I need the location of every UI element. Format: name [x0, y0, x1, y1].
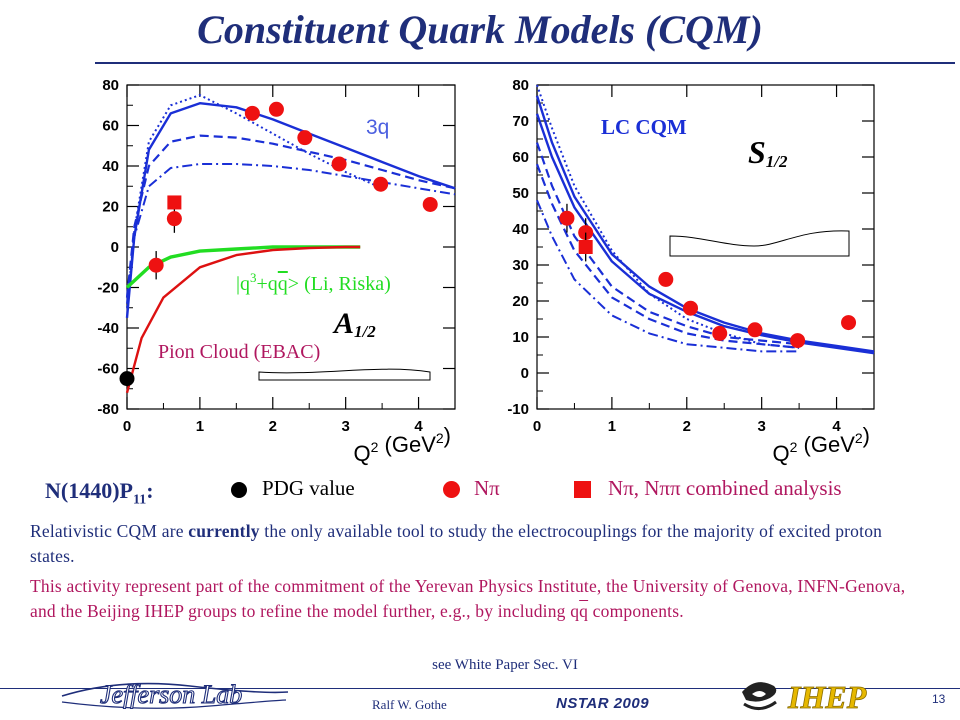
footer-divider — [0, 688, 960, 689]
x-tick-label: 4 — [832, 418, 841, 435]
legend-combined: Nπ, Nππ combined analysis — [608, 476, 842, 500]
y-tick-label: 0 — [521, 365, 529, 382]
y-tick-label: 20 — [102, 199, 119, 216]
y-tick-label: 40 — [102, 158, 119, 175]
legend-npi: Nπ — [474, 476, 500, 500]
data-point-npi — [268, 101, 284, 117]
data-point-npi — [297, 130, 313, 146]
y-tick-label: -20 — [97, 280, 119, 297]
y-tick-label: 80 — [512, 77, 529, 94]
x-tick-label: 2 — [269, 418, 277, 435]
y-tick-label: 70 — [512, 113, 529, 130]
data-point-npi — [712, 325, 728, 341]
data-point-npi — [559, 210, 575, 226]
y-tick-label: 0 — [111, 239, 119, 256]
title-divider — [95, 62, 955, 64]
x-axis-title: Q2 (GeV2) — [772, 423, 870, 466]
x-tick-label: 0 — [533, 418, 541, 435]
annotation-li-riska: |q3+qq> (Li, Riska) — [236, 270, 391, 295]
legend-frame-decoration — [669, 230, 850, 257]
model-curve-dotted — [536, 84, 800, 349]
conference-name: NSTAR 2009 — [556, 695, 650, 712]
x-tick-label: 0 — [123, 418, 131, 435]
model-curve-solid — [535, 95, 875, 353]
annotation-pion-cloud: Pion Cloud (EBAC) — [158, 341, 320, 363]
y-tick-label: 20 — [512, 293, 529, 310]
data-point-square — [578, 240, 593, 254]
x-tick-label: 3 — [341, 418, 349, 435]
y-tick-label: 60 — [512, 149, 529, 166]
data-point-npi — [166, 211, 182, 227]
chart-a12: -80 -60 -40 -20 0 20 40 60 80 0 1 2 3 4Q2 (GeV2) 3q |q3… — [97, 77, 456, 466]
data-point-npi — [373, 176, 389, 192]
data-point-npi — [244, 105, 260, 121]
data-point-npi — [683, 300, 699, 316]
resonance-label: N(1440)P11: — [45, 478, 154, 508]
model-curve-dashed — [535, 142, 800, 346]
x-tick-label: 3 — [757, 418, 765, 435]
ihep-logo: IHEP — [742, 679, 867, 715]
slide-title: Constituent Quark Models (CQM) — [197, 7, 763, 52]
data-point-npi — [747, 322, 763, 338]
data-point-npi — [790, 333, 806, 349]
y-tick-label: 80 — [102, 77, 119, 94]
npi-marker-icon — [443, 481, 460, 498]
annotation-lc-cqm: LC CQM — [601, 115, 687, 139]
combined-marker-icon — [574, 481, 591, 498]
slide-number: 13 — [932, 692, 946, 706]
data-point-npi — [331, 156, 347, 172]
x-axis-title: Q2 (GeV2) — [353, 423, 451, 466]
x-tick-label: 1 — [196, 418, 204, 435]
svg-text:IHEP: IHEP — [787, 679, 867, 715]
model-curve-dashed — [535, 163, 800, 349]
legend-pdg: PDG value — [262, 476, 355, 500]
y-tick-label: -40 — [97, 320, 119, 337]
y-axis-title: S1/2 — [748, 134, 788, 171]
paragraph-commitment: This activity represent part of the comm… — [30, 576, 906, 621]
svg-text:Jefferson Lab: Jefferson Lab — [100, 680, 242, 709]
pdg-marker-icon — [231, 482, 247, 498]
data-point-npi — [658, 271, 674, 287]
y-tick-label: 10 — [512, 329, 529, 346]
data-point-npi — [841, 315, 857, 331]
x-tick-label: 1 — [608, 418, 616, 435]
annotation-3q: 3q — [366, 116, 389, 139]
model-curve-pion_cloud — [125, 245, 361, 394]
x-tick-label: 2 — [683, 418, 691, 435]
data-point-npi — [422, 196, 438, 212]
y-tick-label: 30 — [512, 257, 529, 274]
y-axis-title: A1/2 — [332, 307, 376, 341]
white-paper-note: see White Paper Sec. VI — [432, 657, 578, 673]
y-tick-label: 60 — [102, 118, 119, 135]
model-curve-dashdot — [536, 199, 800, 353]
model-curve-dotted — [126, 94, 383, 308]
y-tick-label: 50 — [512, 185, 529, 202]
y-tick-label: -80 — [97, 401, 119, 418]
data-point-pdg — [119, 371, 135, 387]
data-point-square — [167, 195, 182, 210]
y-tick-label: -60 — [97, 361, 119, 378]
y-tick-label: 40 — [512, 221, 529, 238]
x-tick-label: 4 — [414, 418, 423, 435]
y-tick-label: -10 — [507, 401, 529, 418]
paragraph-cqm: Relativistic CQM are currently the only … — [30, 521, 883, 566]
legend: N(1440)P11: PDG value Nπ Nπ, Nππ combine… — [0, 476, 960, 508]
legend-frame-decoration — [258, 368, 431, 381]
model-curve-dashdot — [126, 163, 456, 304]
author-name: Ralf W. Gothe — [372, 697, 447, 712]
jefferson-lab-logo: Jefferson Lab — [61, 679, 289, 710]
data-point-npi — [148, 257, 164, 273]
